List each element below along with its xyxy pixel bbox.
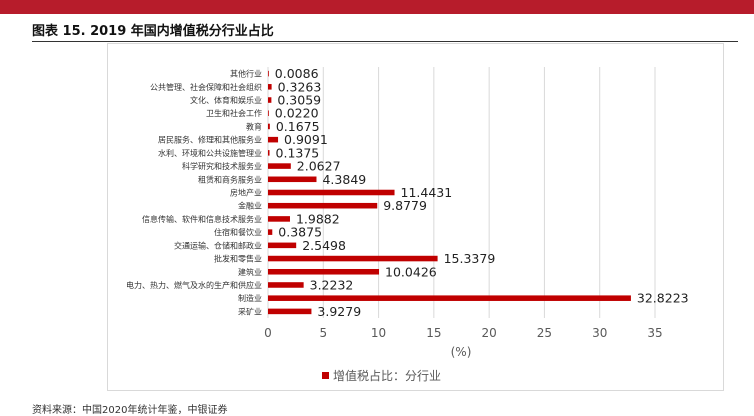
- figure-title: 图表 15. 2019 年国内增值税分行业占比: [32, 24, 274, 39]
- data-label: 2.5498: [302, 238, 346, 253]
- category-label: 其他行业: [230, 69, 262, 79]
- x-tick-label: 10: [371, 326, 386, 340]
- category-label: 居民服务、修理和其他服务业: [158, 135, 262, 145]
- data-label: 2.0627: [297, 159, 341, 174]
- x-tick-label: 5: [319, 326, 327, 340]
- bar: [268, 255, 438, 262]
- data-label: 32.8223: [637, 291, 689, 306]
- bar: [268, 136, 279, 143]
- data-label: 0.3059: [277, 93, 321, 108]
- category-label: 制造业: [238, 293, 262, 303]
- legend-swatch: [322, 372, 329, 379]
- x-axis-label: (%): [451, 345, 472, 359]
- title-divider: [32, 41, 738, 42]
- bar: [268, 268, 380, 275]
- header-accent-bar: [0, 0, 754, 14]
- bar: [268, 150, 270, 156]
- bar: [268, 216, 290, 222]
- data-label: 0.9091: [284, 132, 328, 147]
- bar: [268, 229, 273, 235]
- x-tick-label: 25: [537, 326, 552, 340]
- bar: [268, 176, 317, 183]
- data-label: 9.8779: [383, 198, 427, 213]
- bar: [268, 282, 304, 288]
- source-note: 资料来源：中国2020年统计年鉴，中银证券: [32, 405, 228, 416]
- x-tick-label: 30: [592, 326, 607, 340]
- data-label: 1.9882: [296, 211, 340, 226]
- category-label: 卫生和社会工作: [206, 108, 262, 118]
- data-label: 0.0220: [275, 106, 319, 121]
- category-label: 批发和零售业: [214, 254, 262, 264]
- data-label: 0.1675: [276, 119, 320, 134]
- x-tick-label: 20: [482, 326, 497, 340]
- category-label: 住宿和餐饮业: [214, 227, 262, 237]
- bar: [268, 202, 378, 209]
- bar: [268, 308, 312, 315]
- bar: [268, 242, 297, 249]
- x-tick-label: 35: [647, 326, 662, 340]
- legend-label: 增值税占比：分行业: [333, 368, 441, 383]
- bar: [268, 163, 291, 169]
- category-label: 公共管理、社会保障和社会组织: [150, 82, 262, 92]
- data-label: 3.9279: [317, 304, 361, 319]
- data-label: 0.1375: [276, 145, 320, 160]
- x-tick-label: 0: [264, 326, 272, 340]
- bar: [268, 70, 269, 77]
- category-label: 建筑业: [238, 267, 262, 277]
- data-label: 0.3875: [278, 225, 322, 240]
- category-label: 水利、环境和公共设施管理业: [158, 148, 262, 158]
- data-label: 10.0426: [385, 264, 437, 279]
- data-label: 0.3263: [278, 79, 322, 94]
- category-label: 采矿业: [238, 306, 262, 316]
- chart-frame: [107, 43, 724, 391]
- bar: [268, 97, 272, 103]
- category-label: 电力、热力、燃气及水的生产和供应业: [126, 280, 262, 290]
- bar: [268, 123, 270, 130]
- bar: [268, 110, 269, 117]
- category-label: 金融业: [238, 201, 262, 211]
- data-label: 15.3379: [444, 251, 496, 266]
- category-label: 教育: [246, 121, 262, 131]
- bar: [268, 189, 395, 196]
- data-label: 0.0086: [275, 66, 319, 81]
- data-label: 3.2232: [310, 277, 354, 292]
- data-label: 4.3849: [322, 172, 366, 187]
- data-label: 11.4431: [401, 185, 453, 200]
- category-label: 房地产业: [230, 188, 262, 198]
- x-tick-label: 15: [426, 326, 441, 340]
- category-label: 科学研究和技术服务业: [182, 161, 262, 171]
- bar: [268, 295, 631, 301]
- category-label: 信息传输、软件和信息技术服务业: [142, 214, 262, 224]
- category-label: 文化、体育和娱乐业: [190, 95, 262, 105]
- category-label: 租赁和商务服务业: [198, 174, 262, 184]
- category-label: 交通运输、仓储和邮政业: [174, 240, 262, 250]
- bar: [268, 84, 272, 90]
